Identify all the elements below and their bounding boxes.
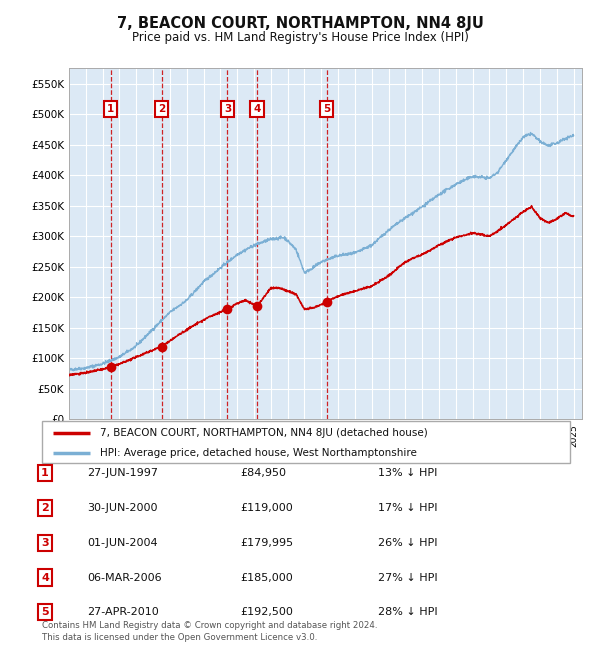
Text: 7, BEACON COURT, NORTHAMPTON, NN4 8JU: 7, BEACON COURT, NORTHAMPTON, NN4 8JU [116, 16, 484, 31]
Text: 30-JUN-2000: 30-JUN-2000 [87, 503, 157, 513]
Text: 3: 3 [224, 104, 231, 114]
Text: £185,000: £185,000 [240, 573, 293, 582]
Text: £84,950: £84,950 [240, 468, 286, 478]
Text: 4: 4 [253, 104, 261, 114]
Text: 27-APR-2010: 27-APR-2010 [87, 607, 159, 618]
Text: 06-MAR-2006: 06-MAR-2006 [87, 573, 161, 582]
Text: 1: 1 [107, 104, 115, 114]
Text: 27% ↓ HPI: 27% ↓ HPI [378, 573, 437, 582]
Text: 01-JUN-2004: 01-JUN-2004 [87, 538, 158, 548]
Text: 7, BEACON COURT, NORTHAMPTON, NN4 8JU (detached house): 7, BEACON COURT, NORTHAMPTON, NN4 8JU (d… [100, 428, 428, 438]
Text: 4: 4 [41, 573, 49, 582]
Text: 1: 1 [41, 468, 49, 478]
Text: 27-JUN-1997: 27-JUN-1997 [87, 468, 158, 478]
Text: 2: 2 [41, 503, 49, 513]
Text: £192,500: £192,500 [240, 607, 293, 618]
Text: 28% ↓ HPI: 28% ↓ HPI [378, 607, 437, 618]
Text: HPI: Average price, detached house, West Northamptonshire: HPI: Average price, detached house, West… [100, 448, 417, 458]
Text: £179,995: £179,995 [240, 538, 293, 548]
Text: 13% ↓ HPI: 13% ↓ HPI [378, 468, 437, 478]
Text: Price paid vs. HM Land Registry's House Price Index (HPI): Price paid vs. HM Land Registry's House … [131, 31, 469, 44]
Text: Contains HM Land Registry data © Crown copyright and database right 2024.: Contains HM Land Registry data © Crown c… [42, 621, 377, 630]
Text: This data is licensed under the Open Government Licence v3.0.: This data is licensed under the Open Gov… [42, 633, 317, 642]
Text: 17% ↓ HPI: 17% ↓ HPI [378, 503, 437, 513]
Text: 5: 5 [41, 607, 49, 618]
Text: 26% ↓ HPI: 26% ↓ HPI [378, 538, 437, 548]
Text: £119,000: £119,000 [240, 503, 293, 513]
Text: 3: 3 [41, 538, 49, 548]
Text: 5: 5 [323, 104, 331, 114]
Text: 2: 2 [158, 104, 165, 114]
